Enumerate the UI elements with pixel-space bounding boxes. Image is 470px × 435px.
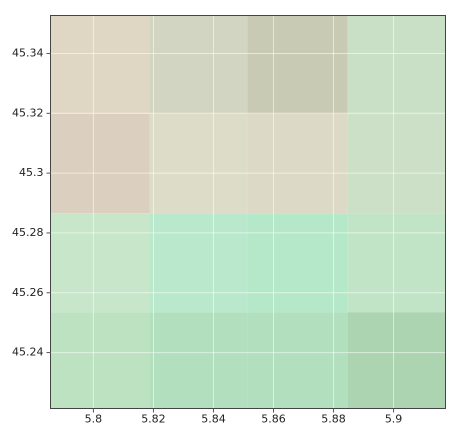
y-tick-label: 45.28: [12, 226, 44, 239]
x-tick-label: 5.8: [85, 413, 103, 426]
x-tick-label: 5.82: [141, 413, 166, 426]
cell: [50, 15, 150, 114]
cell: [247, 213, 348, 313]
cell: [347, 15, 446, 114]
x-tick-label: 5.86: [261, 413, 286, 426]
y-tick-label: 45.32: [12, 106, 44, 119]
cell: [247, 15, 348, 114]
y-tick-label: 45.26: [12, 286, 44, 299]
cell: [50, 113, 150, 214]
cell: [50, 213, 150, 313]
cell: [347, 312, 446, 409]
cell: [347, 213, 446, 313]
y-tick-label: 45.34: [12, 46, 44, 59]
cell: [247, 312, 348, 409]
cell: [149, 213, 248, 313]
plot-frame: [50, 15, 446, 409]
x-tick-label: 5.9: [385, 413, 403, 426]
cell: [149, 113, 248, 214]
x-tick-label: 5.88: [321, 413, 346, 426]
x-tick-label: 5.84: [201, 413, 226, 426]
cell: [347, 113, 446, 214]
y-tick-label: 45.24: [12, 346, 44, 359]
cell: [50, 312, 150, 409]
cell: [247, 113, 348, 214]
cell: [149, 312, 248, 409]
cell: [149, 15, 248, 114]
y-tick-label: 45.3: [19, 166, 44, 179]
